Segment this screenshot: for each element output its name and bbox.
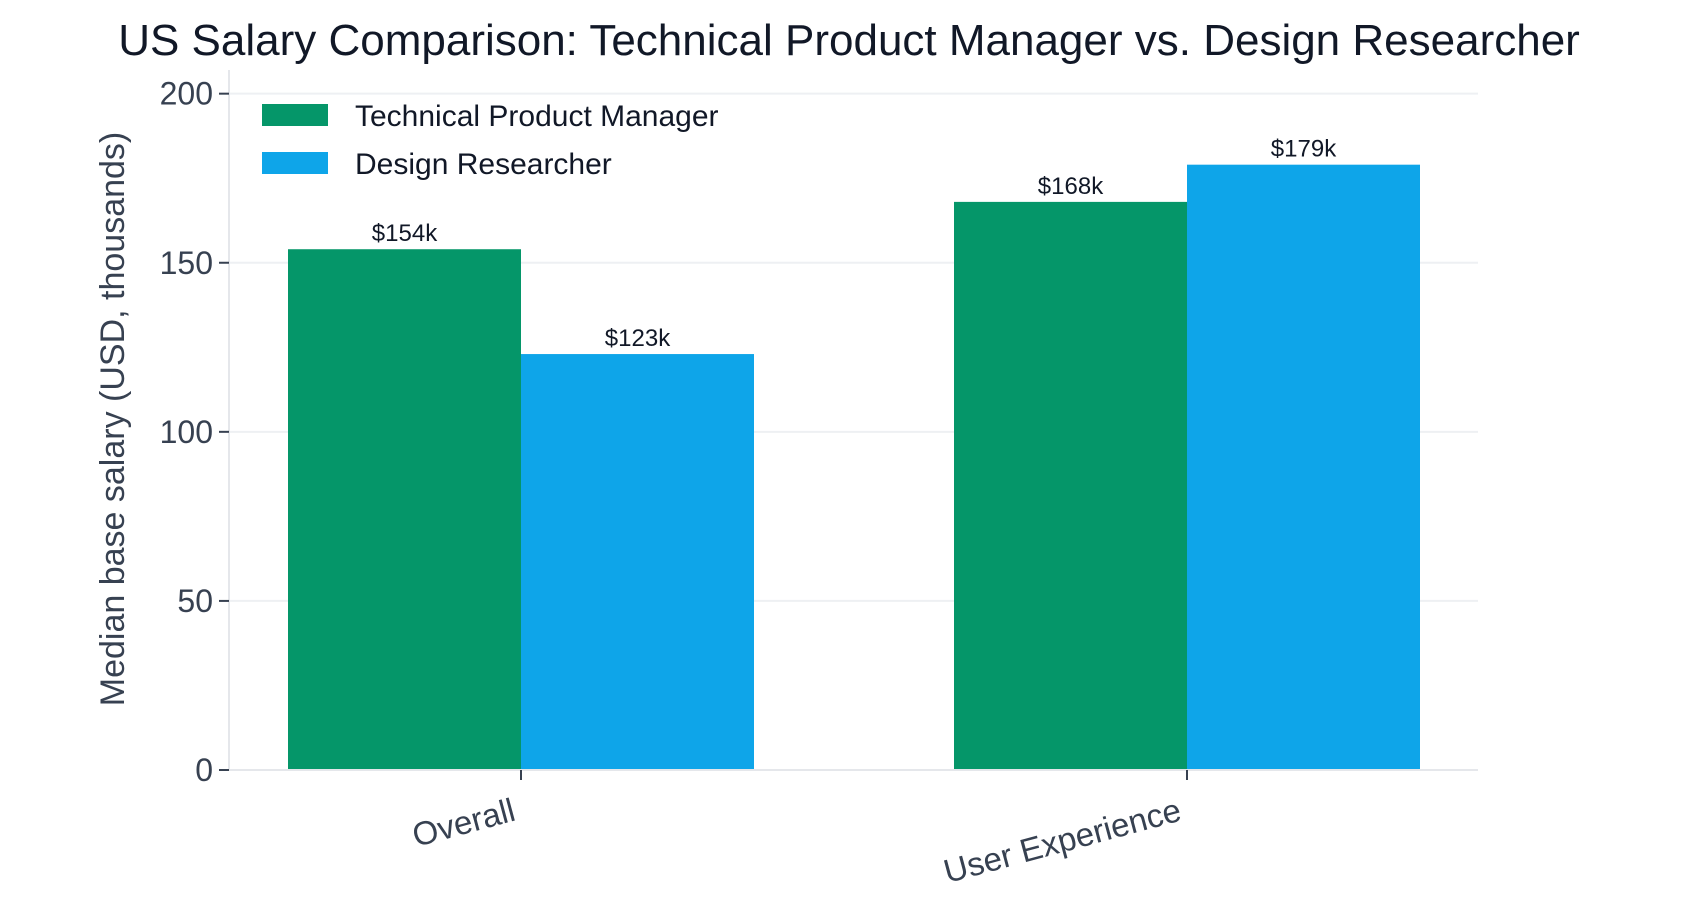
data-label: $154k bbox=[372, 220, 438, 247]
legend: Technical Product Manager Design Research… bbox=[262, 100, 719, 181]
data-label: $179k bbox=[1271, 136, 1337, 163]
legend-label: Design Researcher bbox=[355, 148, 612, 181]
legend-swatch bbox=[262, 152, 328, 174]
legend-swatch bbox=[262, 104, 328, 126]
y-tick-label: 0 bbox=[195, 752, 213, 788]
x-tick-label: User Experience bbox=[940, 791, 1185, 890]
bar bbox=[1187, 164, 1420, 771]
y-tick-label: 150 bbox=[160, 245, 213, 281]
y-tick-label: 200 bbox=[160, 76, 213, 112]
axes bbox=[228, 70, 1478, 771]
data-labels: $154k $168k $123k $179k bbox=[372, 136, 1337, 352]
bar bbox=[954, 201, 1187, 771]
bar bbox=[288, 249, 521, 770]
data-label: $168k bbox=[1038, 173, 1104, 200]
chart-title: US Salary Comparison: Technical Product … bbox=[118, 16, 1580, 65]
x-tick-label: Overall bbox=[408, 791, 519, 854]
x-ticks: Overall User Experience bbox=[408, 770, 1188, 890]
y-tick-label: 50 bbox=[177, 583, 213, 619]
bar bbox=[521, 354, 754, 770]
data-label: $123k bbox=[605, 325, 671, 352]
y-tick-label: 100 bbox=[160, 414, 213, 450]
legend-label: Technical Product Manager bbox=[355, 100, 719, 133]
y-ticks: 0 50 100 150 200 bbox=[160, 76, 229, 788]
bars bbox=[288, 164, 1420, 771]
y-axis-label: Median base salary (USD, thousands) bbox=[94, 132, 132, 707]
